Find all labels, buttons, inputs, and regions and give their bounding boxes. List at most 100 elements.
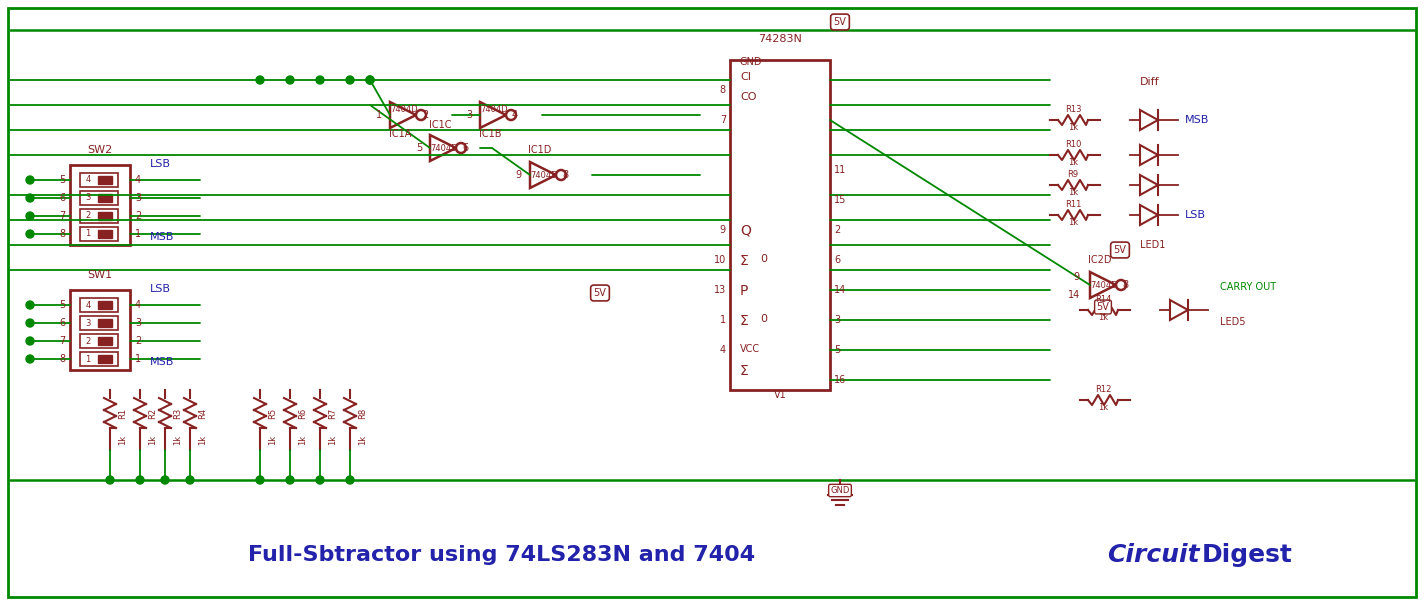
Text: 0: 0 bbox=[760, 314, 768, 324]
Text: 1k: 1k bbox=[1068, 218, 1078, 227]
Text: CO: CO bbox=[740, 92, 756, 102]
Polygon shape bbox=[390, 102, 416, 128]
Text: 14: 14 bbox=[834, 285, 846, 295]
Text: R12: R12 bbox=[1095, 385, 1111, 394]
Circle shape bbox=[346, 476, 355, 484]
Text: 1k: 1k bbox=[328, 435, 337, 445]
Text: 7: 7 bbox=[719, 115, 726, 125]
Bar bbox=[98, 212, 112, 220]
Text: IC2D: IC2D bbox=[1088, 255, 1112, 265]
Circle shape bbox=[26, 337, 34, 345]
Text: Diff: Diff bbox=[1141, 77, 1159, 87]
Text: IC1D: IC1D bbox=[528, 145, 551, 155]
Circle shape bbox=[416, 110, 426, 120]
Text: 74283N: 74283N bbox=[758, 34, 802, 44]
Text: GND: GND bbox=[740, 57, 762, 67]
Text: 1k: 1k bbox=[268, 435, 278, 445]
Bar bbox=[98, 337, 112, 345]
Text: R13: R13 bbox=[1065, 105, 1081, 114]
Text: 1k: 1k bbox=[198, 435, 206, 445]
Text: V1: V1 bbox=[773, 390, 786, 400]
Bar bbox=[80, 209, 118, 223]
Text: 2: 2 bbox=[135, 336, 141, 346]
Text: 2: 2 bbox=[85, 336, 91, 345]
Text: 4: 4 bbox=[135, 300, 141, 310]
Text: 4: 4 bbox=[85, 175, 91, 185]
Circle shape bbox=[256, 76, 263, 84]
Text: SW2: SW2 bbox=[87, 145, 112, 155]
Bar bbox=[70, 290, 130, 370]
Circle shape bbox=[26, 319, 34, 327]
Text: R6: R6 bbox=[298, 407, 308, 419]
Text: LSB: LSB bbox=[1185, 210, 1206, 220]
Text: CARRY OUT: CARRY OUT bbox=[1220, 282, 1276, 292]
Polygon shape bbox=[430, 135, 456, 161]
Text: 1k: 1k bbox=[1068, 158, 1078, 167]
Text: R14: R14 bbox=[1095, 295, 1111, 304]
Text: 0: 0 bbox=[760, 254, 768, 264]
Text: 7404D: 7404D bbox=[430, 144, 457, 153]
Text: 1k: 1k bbox=[172, 435, 182, 445]
Text: 4: 4 bbox=[135, 175, 141, 185]
Text: 7: 7 bbox=[58, 336, 66, 346]
Text: 3: 3 bbox=[135, 193, 141, 203]
Bar bbox=[98, 194, 112, 202]
Text: 7404D: 7404D bbox=[390, 105, 417, 114]
Text: 8: 8 bbox=[58, 229, 66, 239]
Text: 15: 15 bbox=[834, 195, 846, 205]
Text: 1k: 1k bbox=[118, 435, 127, 445]
Text: Digest: Digest bbox=[1202, 543, 1293, 567]
Bar bbox=[80, 298, 118, 312]
Bar bbox=[80, 334, 118, 348]
Circle shape bbox=[26, 301, 34, 309]
Circle shape bbox=[26, 230, 34, 238]
Text: 5: 5 bbox=[834, 345, 840, 355]
Text: 5: 5 bbox=[416, 143, 422, 153]
Text: 8: 8 bbox=[562, 170, 568, 180]
Text: 3: 3 bbox=[135, 318, 141, 328]
Bar bbox=[80, 316, 118, 330]
Text: 16: 16 bbox=[834, 375, 846, 385]
Text: 7: 7 bbox=[58, 211, 66, 221]
Text: MSB: MSB bbox=[1185, 115, 1209, 125]
Text: 1k: 1k bbox=[1068, 188, 1078, 197]
Text: R10: R10 bbox=[1065, 140, 1081, 149]
Text: IC1C: IC1C bbox=[429, 120, 451, 130]
Text: 7404D: 7404D bbox=[530, 171, 558, 180]
Text: R4: R4 bbox=[198, 407, 206, 419]
Circle shape bbox=[137, 476, 144, 484]
Circle shape bbox=[506, 110, 515, 120]
Polygon shape bbox=[480, 102, 506, 128]
Text: 5: 5 bbox=[58, 175, 66, 185]
Bar bbox=[98, 319, 112, 327]
Text: IC1B: IC1B bbox=[478, 129, 501, 139]
Bar bbox=[80, 352, 118, 366]
Text: Circuit: Circuit bbox=[1108, 543, 1200, 567]
Text: 9: 9 bbox=[515, 170, 523, 180]
Circle shape bbox=[316, 76, 325, 84]
Text: 1: 1 bbox=[85, 229, 91, 238]
Text: R7: R7 bbox=[328, 407, 337, 419]
Text: 1k: 1k bbox=[1098, 313, 1108, 322]
Circle shape bbox=[456, 143, 466, 153]
Text: 4: 4 bbox=[513, 110, 518, 120]
Text: R8: R8 bbox=[357, 407, 367, 419]
Text: 9: 9 bbox=[1074, 272, 1079, 282]
Circle shape bbox=[26, 355, 34, 363]
Circle shape bbox=[105, 476, 114, 484]
Text: 9: 9 bbox=[721, 225, 726, 235]
Text: 5V: 5V bbox=[1096, 302, 1109, 312]
Circle shape bbox=[286, 476, 293, 484]
Text: P: P bbox=[740, 284, 749, 298]
Text: LSB: LSB bbox=[150, 284, 171, 294]
Text: 1: 1 bbox=[135, 229, 141, 239]
Text: 1: 1 bbox=[376, 110, 382, 120]
Circle shape bbox=[187, 476, 194, 484]
Text: 6: 6 bbox=[461, 143, 468, 153]
Text: R1: R1 bbox=[118, 407, 127, 419]
Bar bbox=[98, 301, 112, 309]
Polygon shape bbox=[530, 162, 555, 188]
Text: GND: GND bbox=[830, 486, 850, 495]
Text: 3: 3 bbox=[834, 315, 840, 325]
Text: 6: 6 bbox=[834, 255, 840, 265]
